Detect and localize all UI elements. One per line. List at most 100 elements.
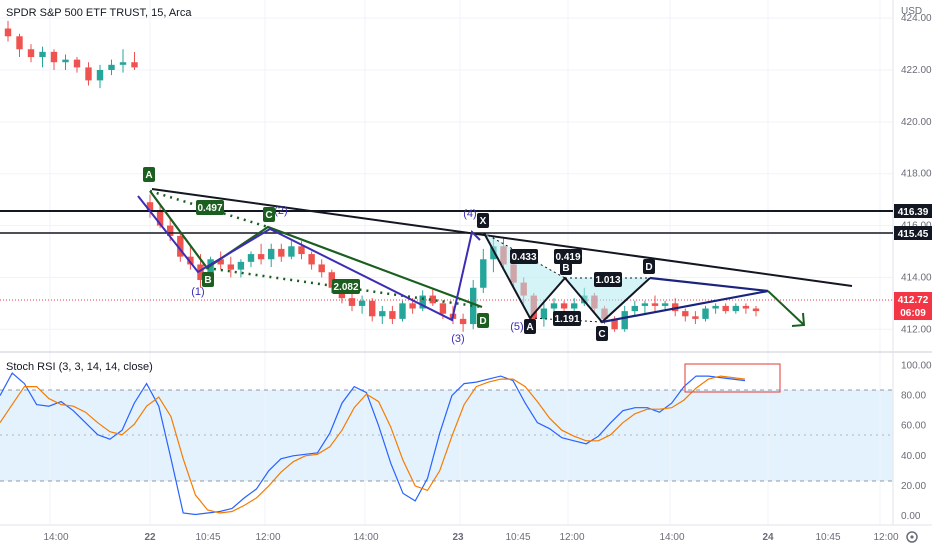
- pattern2-labels: X A B C D 0.433 0.419 1.013 1.191: [477, 213, 655, 341]
- p2-ratio-1: 0.433: [511, 252, 536, 263]
- candle[interactable]: [27, 44, 35, 63]
- candle[interactable]: [131, 51, 138, 70]
- candle-body: [571, 303, 578, 309]
- candle[interactable]: [85, 62, 92, 86]
- candle[interactable]: [146, 194, 154, 218]
- candle-body: [96, 70, 104, 81]
- candle[interactable]: [540, 303, 548, 327]
- elliott-wave-path[interactable]: [137, 195, 481, 322]
- candle[interactable]: [399, 300, 406, 322]
- candle[interactable]: [73, 57, 81, 73]
- candle-body: [419, 295, 426, 309]
- candle[interactable]: [712, 303, 719, 314]
- stoch-d-line[interactable]: [0, 375, 746, 514]
- indicator-title[interactable]: Stoch RSI (3, 3, 14, 14, close): [6, 361, 153, 373]
- p2-ratio-3-box: [594, 272, 622, 287]
- time-axis-label: 10:45: [505, 532, 530, 543]
- candle[interactable]: [288, 241, 295, 260]
- last-price-value: 412.72: [898, 295, 929, 306]
- candle[interactable]: [369, 298, 376, 322]
- stoch-axis-tick: 80.00: [901, 391, 926, 402]
- candle[interactable]: [722, 303, 729, 314]
- stoch-axis[interactable]: 100.00 80.00 60.00 40.00 20.00 0.00: [901, 361, 932, 522]
- p2-ratio-2-box: [554, 249, 582, 264]
- candle-body: [73, 59, 81, 68]
- candle[interactable]: [227, 256, 234, 278]
- p2-point-c-box: [596, 326, 608, 341]
- p2-point-c: C: [598, 329, 605, 340]
- wave-labels: (1) (2) (3) (4) (5): [191, 205, 523, 345]
- candle[interactable]: [217, 251, 224, 270]
- candle[interactable]: [237, 259, 245, 278]
- pattern1-labels: A B C D 0.497 2.082: [143, 167, 489, 328]
- p1-point-d-box: [477, 313, 489, 328]
- candle-body: [131, 62, 138, 68]
- stoch-k-line[interactable]: [0, 372, 746, 516]
- time-axis-label: 14:00: [659, 532, 684, 543]
- candle[interactable]: [278, 243, 285, 262]
- candle[interactable]: [732, 303, 739, 314]
- candle[interactable]: [328, 269, 335, 293]
- candle[interactable]: [429, 287, 436, 306]
- candle[interactable]: [379, 305, 386, 325]
- candle[interactable]: [358, 295, 366, 314]
- candle[interactable]: [268, 243, 275, 268]
- candle[interactable]: [318, 259, 325, 278]
- candle[interactable]: [16, 33, 23, 58]
- p1-ratio-1-box: [196, 200, 224, 215]
- candle[interactable]: [119, 49, 127, 73]
- arrow-shaft: [767, 290, 805, 326]
- candle[interactable]: [419, 290, 426, 312]
- candle[interactable]: [702, 305, 709, 322]
- candle[interactable]: [108, 59, 115, 76]
- p2-ratio-3: 1.013: [595, 275, 620, 286]
- time-axis-label: 23: [452, 532, 464, 543]
- currency-label: USD: [901, 6, 922, 17]
- candle[interactable]: [631, 300, 638, 317]
- descending-trendline[interactable]: [151, 188, 853, 287]
- candle[interactable]: [692, 311, 699, 325]
- candle[interactable]: [257, 243, 265, 265]
- chart-title[interactable]: SPDR S&P 500 ETF TRUST, 15, Arca: [6, 7, 192, 19]
- price-tag-415-45: 415.45: [898, 229, 929, 240]
- projection-arrow[interactable]: [767, 290, 806, 327]
- candle[interactable]: [752, 305, 760, 317]
- settings-gear-icon[interactable]: [906, 531, 918, 543]
- candle-body: [348, 298, 356, 306]
- candle-body: [197, 264, 204, 280]
- candle[interactable]: [96, 64, 104, 89]
- p2-point-d: D: [645, 262, 652, 273]
- candle[interactable]: [187, 246, 194, 270]
- stoch-rsi-lines[interactable]: [0, 372, 746, 516]
- candle[interactable]: [247, 251, 255, 268]
- candle[interactable]: [651, 295, 659, 312]
- wave-1-label: (1): [191, 286, 204, 298]
- candle-body: [722, 305, 729, 312]
- price-axis-tick: 418.00: [901, 169, 932, 180]
- candle[interactable]: [177, 233, 184, 262]
- candle[interactable]: [39, 46, 46, 68]
- candle[interactable]: [62, 54, 69, 70]
- candle[interactable]: [459, 313, 467, 332]
- candle[interactable]: [682, 308, 689, 322]
- candle[interactable]: [4, 20, 12, 42]
- candle-body: [692, 316, 699, 319]
- candle[interactable]: [480, 248, 487, 293]
- time-axis-label: 12:00: [559, 532, 584, 543]
- candle[interactable]: [389, 305, 396, 325]
- stoch-axis-tick: 100.00: [901, 361, 932, 372]
- stoch-highlight-box[interactable]: [684, 363, 781, 393]
- candle-body: [742, 305, 750, 309]
- candle[interactable]: [621, 305, 628, 332]
- candle-body: [641, 303, 649, 306]
- candle-body: [288, 246, 295, 257]
- p2-ratio-4-box: [553, 311, 581, 326]
- p1-ratio-2-box: [332, 279, 360, 294]
- time-axis[interactable]: 14:00 22 10:45 12:00 14:00 23 10:45 12:00 14:00 2…: [43, 532, 898, 543]
- candle[interactable]: [641, 300, 649, 314]
- candle[interactable]: [742, 303, 750, 314]
- candle[interactable]: [50, 49, 58, 70]
- wave-4-label: (4): [463, 208, 476, 220]
- candle[interactable]: [308, 251, 315, 270]
